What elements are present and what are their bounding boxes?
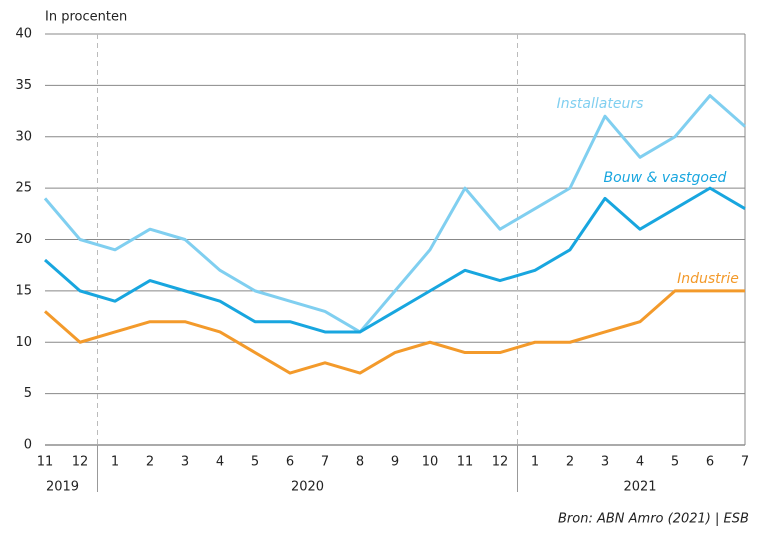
y-tick-label: 10	[15, 335, 32, 350]
x-tick-label: 10	[422, 455, 439, 470]
series-label: Industrie	[677, 271, 739, 287]
series-line	[44, 186, 746, 334]
x-tick-label: 6	[286, 455, 294, 470]
x-tick-label: 3	[601, 455, 609, 470]
y-axis-label: In procenten	[45, 10, 127, 25]
x-tick-label: 6	[706, 455, 714, 470]
x-group-label: 2020	[291, 480, 324, 495]
x-tick-label: 1	[111, 455, 119, 470]
x-tick-label: 4	[216, 455, 224, 470]
x-tick-label: 12	[492, 455, 509, 470]
x-group-label: 2021	[623, 480, 656, 495]
x-tick-label: 2	[146, 455, 154, 470]
x-tick-label: 11	[37, 455, 54, 470]
x-tick-label: 4	[636, 455, 644, 470]
x-tick-label: 5	[251, 455, 259, 470]
series-label: Bouw & vastgoed	[604, 170, 727, 186]
y-tick-label: 30	[15, 129, 32, 144]
y-tick-label: 35	[15, 78, 32, 93]
y-tick-label: 20	[15, 232, 32, 247]
x-tick-label: 9	[391, 455, 399, 470]
x-tick-label: 1	[531, 455, 539, 470]
y-tick-label: 15	[15, 283, 32, 298]
x-tick-label: 11	[457, 455, 474, 470]
source: Bron: ABN Amro (2021) | ESB	[558, 512, 749, 527]
x-tick-label: 8	[356, 455, 364, 470]
y-tick-label: 40	[15, 27, 32, 42]
series-line	[43, 94, 746, 334]
x-tick-label: 12	[72, 455, 89, 470]
x-tick-label: 7	[321, 455, 329, 470]
x-tick-label: 5	[671, 455, 679, 470]
y-tick-label: 25	[15, 181, 32, 196]
y-tick-label: 5	[24, 386, 32, 401]
x-tick-label: 3	[181, 455, 189, 470]
x-group-label: 2019	[46, 480, 79, 495]
series-line	[44, 289, 745, 375]
y-tick-label: 0	[24, 438, 32, 453]
x-tick-label: 2	[566, 455, 574, 470]
x-tick-label: 7	[741, 455, 749, 470]
series-label: Installateurs	[557, 96, 644, 112]
